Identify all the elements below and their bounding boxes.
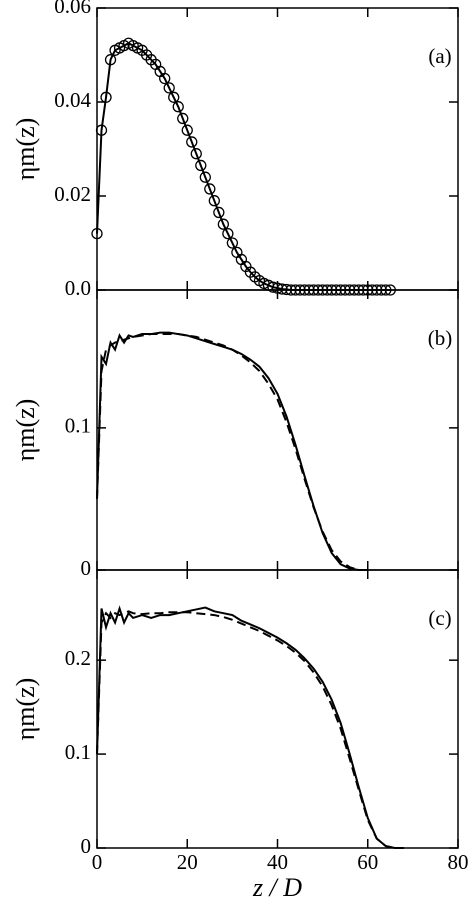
y-tick-label: 0.0 [65, 276, 91, 300]
data-point [204, 183, 216, 195]
data-point [276, 283, 288, 295]
y-tick-label: 0.1 [65, 414, 91, 438]
data-point [222, 227, 234, 240]
data-point [159, 72, 171, 85]
y-tick-label: 0.2 [65, 646, 91, 670]
x-axis-label: z / D [252, 873, 302, 902]
data-point [177, 112, 189, 125]
series-line [96, 331, 368, 571]
series-line [96, 610, 404, 849]
data-point [190, 148, 202, 160]
x-tick-label: 20 [177, 850, 198, 874]
data-point [217, 218, 230, 230]
y-axis-label: ηm(z) [11, 678, 40, 741]
x-tick-label: 0 [92, 850, 103, 874]
data-point [199, 171, 211, 183]
panel-label: (c) [428, 606, 451, 630]
data-point [195, 159, 207, 172]
data-point [100, 91, 112, 103]
x-tick-label: 80 [448, 850, 469, 874]
data-point [168, 91, 180, 103]
data-point [104, 54, 117, 66]
plot-frame [96, 569, 459, 849]
data-point [186, 136, 198, 148]
y-axis-label: ηm(z) [11, 118, 40, 181]
data-point [226, 237, 239, 249]
data-point [181, 124, 193, 136]
plot-frame [96, 7, 459, 291]
x-tick-label: 60 [357, 850, 378, 874]
y-tick-label: 0 [81, 834, 92, 858]
plot-frame [96, 289, 459, 571]
data-point [163, 82, 175, 94]
y-tick-label: 0 [81, 556, 92, 580]
y-tick-label: 0.04 [54, 88, 91, 112]
data-point [208, 195, 220, 207]
y-axis-label: ηm(z) [11, 399, 40, 462]
data-point [172, 101, 184, 113]
data-point [213, 206, 225, 219]
y-tick-label: 0.06 [54, 0, 91, 18]
y-tick-label: 0.1 [65, 740, 91, 764]
panel-label: (a) [428, 44, 451, 68]
panel-label: (b) [428, 326, 453, 350]
series-line [96, 333, 368, 571]
data-point [91, 227, 103, 240]
y-tick-label: 0.02 [54, 182, 91, 206]
series-line [96, 605, 404, 849]
data-point [95, 124, 108, 136]
series-line [96, 42, 391, 291]
x-tick-label: 40 [267, 850, 288, 874]
